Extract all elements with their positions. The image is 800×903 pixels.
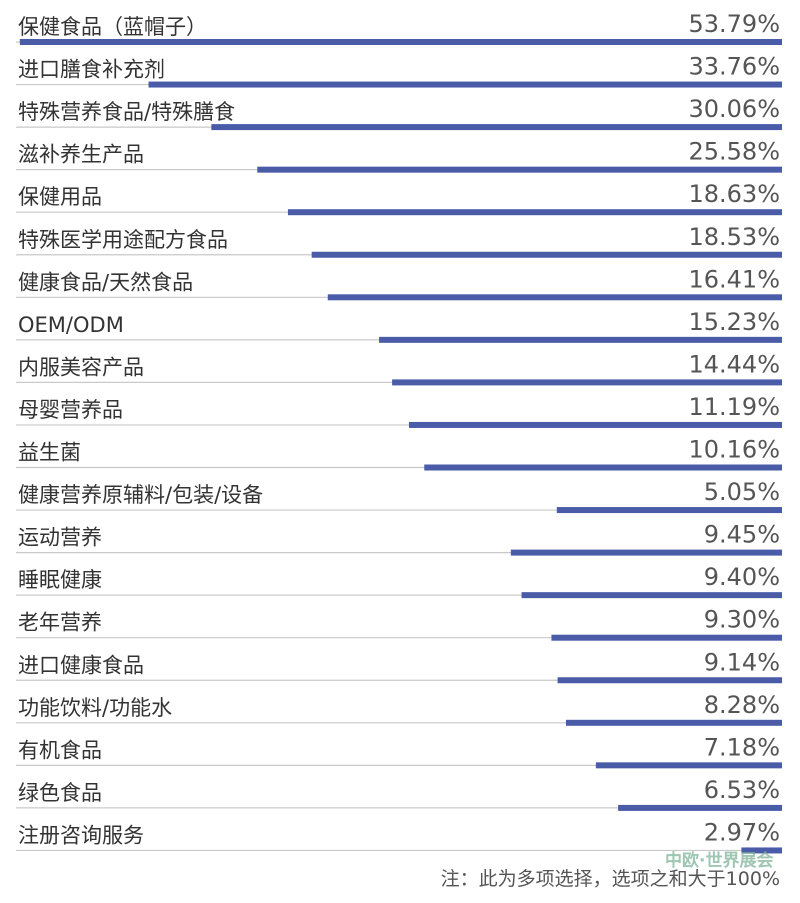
category-label: 保健食品（蓝帽子） bbox=[18, 15, 207, 39]
category-label: 睡眠健康 bbox=[18, 568, 102, 592]
bar bbox=[618, 804, 782, 811]
category-label: 滋补养生产品 bbox=[18, 143, 144, 167]
bar bbox=[392, 379, 782, 386]
value-label: 53.79% bbox=[688, 10, 780, 38]
category-label: 功能饮料/功能水 bbox=[18, 696, 172, 720]
value-label: 25.58% bbox=[688, 138, 780, 166]
bar bbox=[408, 421, 782, 428]
category-label: 母婴营养品 bbox=[18, 398, 123, 422]
category-label: 老年营养 bbox=[18, 611, 102, 635]
category-label: 益生菌 bbox=[18, 441, 81, 465]
bar bbox=[257, 166, 782, 173]
value-label: 9.40% bbox=[704, 563, 780, 591]
category-label: 有机食品 bbox=[18, 738, 102, 762]
value-label: 16.41% bbox=[688, 265, 780, 293]
bar bbox=[148, 81, 782, 88]
value-label: 9.14% bbox=[704, 648, 780, 676]
value-label: 30.06% bbox=[688, 95, 780, 123]
value-label: 7.18% bbox=[704, 733, 780, 761]
category-label: 内服美容产品 bbox=[18, 355, 144, 379]
chart-note: 注：此为多项选择，选项之和大于100% bbox=[441, 868, 780, 890]
category-label: 进口膳食补充剂 bbox=[18, 58, 165, 82]
bar bbox=[424, 464, 782, 471]
category-label: 健康营养原辅料/包装/设备 bbox=[18, 483, 263, 507]
category-label: 运动营养 bbox=[18, 526, 102, 550]
value-label: 5.05% bbox=[704, 478, 780, 506]
value-label: 2.97% bbox=[704, 818, 780, 846]
bar bbox=[327, 294, 782, 301]
chart-rows: 保健食品（蓝帽子） 53.79% 进口膳食补充剂 33.76% 特殊营养食品/特殊膳食 3… bbox=[16, 10, 782, 854]
watermark-logo: 中欧·世界展会 bbox=[665, 850, 773, 871]
bar bbox=[565, 719, 782, 726]
bar bbox=[379, 336, 782, 343]
category-label: OEM/ODM bbox=[18, 313, 124, 337]
bar bbox=[556, 507, 782, 514]
bar bbox=[741, 847, 782, 854]
category-label: 进口健康食品 bbox=[18, 653, 144, 677]
bar bbox=[311, 251, 782, 258]
value-label: 11.19% bbox=[688, 393, 780, 421]
bar bbox=[211, 124, 782, 131]
bar bbox=[287, 209, 782, 216]
category-label: 绿色食品 bbox=[18, 781, 102, 805]
value-label: 9.45% bbox=[704, 521, 780, 549]
category-label: 特殊医学用途配方食品 bbox=[18, 228, 228, 252]
value-label: 14.44% bbox=[688, 350, 780, 378]
value-label: 10.16% bbox=[688, 436, 780, 464]
bar bbox=[510, 549, 782, 556]
bar bbox=[595, 762, 782, 769]
value-label: 15.23% bbox=[688, 308, 780, 336]
category-label: 健康食品/天然食品 bbox=[18, 270, 193, 294]
value-label: 8.28% bbox=[704, 691, 780, 719]
value-label: 9.30% bbox=[704, 606, 780, 634]
bar bbox=[551, 634, 782, 641]
bar bbox=[19, 39, 782, 45]
value-label: 6.53% bbox=[704, 776, 780, 804]
value-label: 18.63% bbox=[688, 180, 780, 208]
category-label: 特殊营养食品/特殊膳食 bbox=[18, 100, 235, 124]
bar bbox=[557, 677, 782, 684]
value-label: 33.76% bbox=[688, 53, 780, 81]
category-label: 保健用品 bbox=[18, 185, 102, 209]
category-label: 注册咨询服务 bbox=[18, 823, 144, 847]
value-label: 18.53% bbox=[688, 223, 780, 251]
bar bbox=[521, 592, 782, 599]
